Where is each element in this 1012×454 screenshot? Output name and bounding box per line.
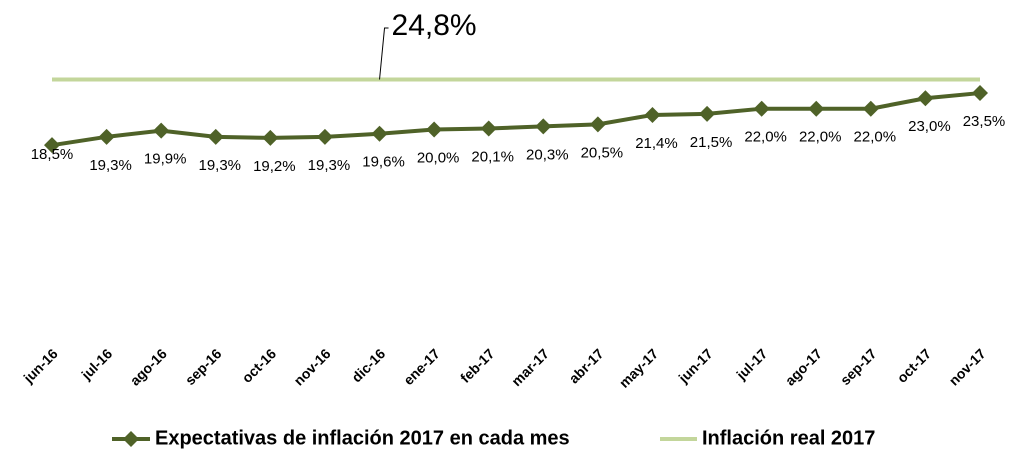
series-line <box>51 91 981 148</box>
x-tick-label: ene-17 <box>400 345 443 388</box>
data-label: 19,6% <box>362 154 405 171</box>
point-marker <box>426 121 443 138</box>
data-label: 20,3% <box>526 146 569 163</box>
legend-marker <box>123 431 139 447</box>
point-marker <box>153 122 170 139</box>
x-tick-label: jul-16 <box>77 345 115 383</box>
annotation: 24,8% <box>392 9 477 42</box>
data-label: 19,9% <box>144 151 187 168</box>
point-marker <box>480 120 497 137</box>
x-tick-label: ago-17 <box>782 345 825 388</box>
data-label: 22,0% <box>854 129 897 146</box>
x-tick-label: sep-16 <box>182 345 225 388</box>
x-tick-label: feb-17 <box>457 345 498 386</box>
data-label: 20,1% <box>471 148 514 165</box>
x-tick-label: may-17 <box>616 345 662 391</box>
x-tick-label: ago-16 <box>127 345 170 388</box>
point-marker <box>98 128 115 145</box>
data-label: 18,5% <box>31 146 74 163</box>
x-tick-label: jun-17 <box>675 345 716 386</box>
x-tick-label: dic-16 <box>348 345 388 385</box>
point-marker <box>808 100 825 117</box>
point-marker <box>862 100 879 117</box>
point-marker <box>316 128 333 145</box>
point-marker <box>972 85 988 102</box>
legend-label: Inflación real 2017 <box>702 427 875 449</box>
data-label: 19,3% <box>308 157 351 174</box>
x-tick-label: oct-16 <box>239 345 280 386</box>
point-marker <box>589 116 606 133</box>
point-marker <box>207 128 224 145</box>
data-label: 23,5% <box>963 113 1006 130</box>
data-label: 21,4% <box>635 135 678 152</box>
data-label: 22,0% <box>799 129 842 146</box>
data-label: 20,0% <box>417 150 460 167</box>
legend-label: Expectativas de inflación 2017 en cada m… <box>155 427 570 449</box>
point-marker <box>262 129 279 146</box>
data-label: 20,5% <box>581 144 624 161</box>
point-marker <box>699 105 716 122</box>
x-tick-label: nov-17 <box>946 345 989 388</box>
data-label: 19,3% <box>198 157 241 174</box>
x-tick-label: oct-17 <box>894 345 935 386</box>
point-marker <box>535 118 552 135</box>
x-tick-label: nov-16 <box>290 345 333 388</box>
x-tick-label: jul-17 <box>733 345 771 383</box>
point-marker <box>44 137 60 154</box>
x-tick-label: mar-17 <box>508 345 552 389</box>
point-marker <box>644 106 661 123</box>
annotation-leader <box>379 27 389 80</box>
data-label: 19,3% <box>89 157 132 174</box>
data-label: 23,0% <box>908 118 951 135</box>
data-label: 19,2% <box>253 158 296 175</box>
point-marker <box>917 90 934 107</box>
point-marker <box>753 100 770 117</box>
x-tick-label: jun-16 <box>20 345 61 386</box>
data-label: 22,0% <box>744 129 787 146</box>
x-tick-label: abr-17 <box>566 345 607 386</box>
data-label: 21,5% <box>690 134 733 151</box>
x-tick-label: sep-17 <box>837 345 880 388</box>
point-marker <box>371 125 388 142</box>
